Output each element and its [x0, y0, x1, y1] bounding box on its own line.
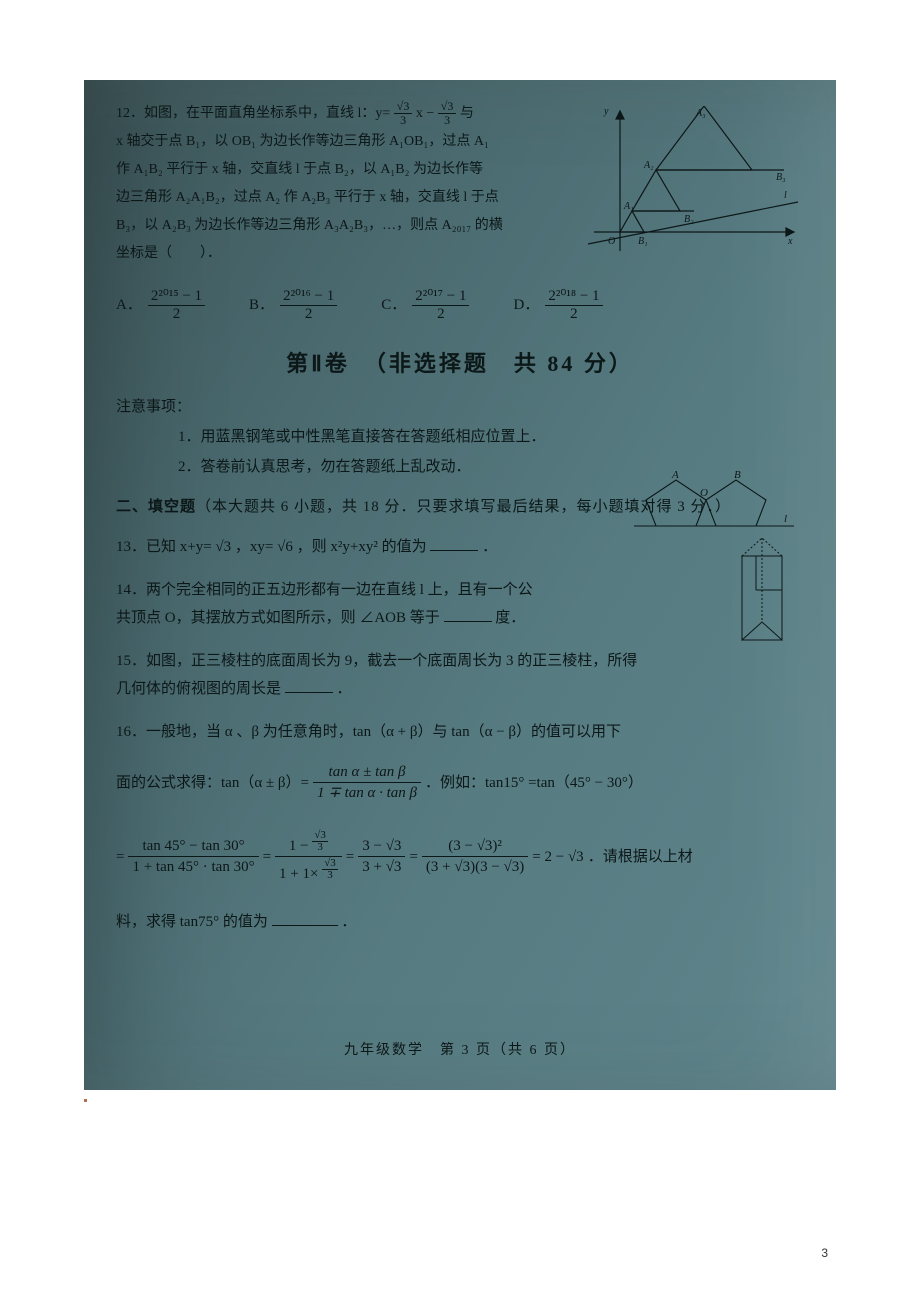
exam-footer: 九年级数学 第 3 页（共 6 页） [84, 1040, 836, 1062]
svg-text:A₁: A₁ [623, 201, 634, 212]
q16-frac4: (3 − √3)² (3 + √3)(3 − √3) [422, 836, 528, 877]
q12-text: 12．如图，在平面直角坐标系中，直线 l：y= √3 3 x − √3 3 与 … [116, 100, 536, 268]
svg-text:O: O [700, 487, 708, 499]
page-container: 12．如图，在平面直角坐标系中，直线 l：y= √3 3 x − √3 3 与 … [0, 0, 920, 1302]
question-12: 12．如图，在平面直角坐标系中，直线 l：y= √3 3 x − √3 3 与 … [116, 100, 804, 268]
q12-svg: y x O l A₁ A₂ A₃ B₁ B₂ B₃ [584, 106, 804, 256]
notice-1: 1．用蓝黑钢笔或中性黑笔直接答在答题纸相应位置上． [178, 425, 804, 449]
q12-mid: x − [416, 106, 438, 121]
option-c: C． 2²⁰¹⁷ − 1 2 [381, 288, 469, 322]
svg-text:B₂: B₂ [684, 214, 694, 225]
option-a: A． 2²⁰¹⁵ − 1 2 [116, 288, 205, 322]
notice-label: 注意事项： [116, 395, 804, 419]
q15-blank [285, 679, 333, 693]
q16-main-formula: tan α ± tan β 1 ∓ tan α · tan β [313, 762, 421, 803]
question-16-intro: 16．一般地，当 α 、β 为任意角时，tan（α + β）与 tan（α − … [116, 718, 736, 747]
svg-text:O: O [608, 236, 615, 247]
question-15: 15．如图，正三棱柱的底面周长为 9，截去一个底面周长为 3 的正三棱柱，所得 … [116, 647, 716, 704]
q13-blank [430, 537, 478, 551]
svg-text:y: y [603, 106, 609, 117]
scanned-photo-area: 12．如图，在平面直角坐标系中，直线 l：y= √3 3 x − √3 3 与 … [84, 80, 836, 1090]
content-inner: 12．如图，在平面直角坐标系中，直线 l：y= √3 3 x − √3 3 与 … [116, 100, 804, 937]
q16-formula-line: 面的公式求得：tan（α ± β）= tan α ± tan β 1 ∓ tan… [116, 762, 804, 803]
svg-text:B: B [734, 469, 741, 481]
document-page-number: 3 [821, 1246, 828, 1260]
q12-line2: x 轴交于点 B₁，以 OB₁ 为边长作等边三角形 A₁OB₁，过点 A₁ [116, 134, 489, 149]
q12-frac1: √3 3 [394, 100, 413, 127]
svg-text:B₃: B₃ [776, 172, 786, 183]
q12-line3: 作 A₁B₂ 平行于 x 轴，交直线 l 于点 B₂，以 A₁B₂ 为边长作等 [116, 162, 483, 177]
q12-diagram: y x O l A₁ A₂ A₃ B₁ B₂ B₃ [584, 106, 804, 256]
q16-derivation: = tan 45° − tan 30° 1 + tan 45° · tan 30… [116, 829, 804, 884]
q16-final: 料，求得 tan75° 的值为 ． [116, 908, 804, 937]
q12-options: A． 2²⁰¹⁵ − 1 2 B． 2²⁰¹⁶ − 1 2 C． [116, 288, 804, 322]
q12-line5: B₃，以 A₂B₃ 为边长作等边三角形 A₃A₂B₃，…，则点 A₂₀₁₇ 的横 [116, 218, 503, 233]
svg-text:A₂: A₂ [643, 160, 654, 171]
q12-line4: 边三角形 A₂A₁B₂，过点 A₂ 作 A₂B₃ 平行于 x 轴，交直线 l 于… [116, 190, 499, 205]
q16-frac1: tan 45° − tan 30° 1 + tan 45° · tan 30° [128, 836, 258, 877]
svg-text:l: l [784, 513, 787, 525]
svg-text:l: l [784, 190, 787, 201]
q12-frac2: √3 3 [438, 100, 457, 127]
option-b: B． 2²⁰¹⁶ − 1 2 [249, 288, 337, 322]
q12-tail: 与 [460, 106, 474, 121]
svg-text:A₃: A₃ [695, 108, 706, 119]
q15-svg [732, 536, 804, 656]
q12-pre: 12．如图，在平面直角坐标系中，直线 l：y= [116, 106, 390, 121]
q16-frac3: 3 − √3 3 + √3 [358, 836, 405, 877]
svg-text:B₁: B₁ [638, 236, 648, 247]
tiny-mark [84, 1099, 87, 1102]
section-2-title: 第Ⅱ卷 （非选择题 共 84 分） [116, 346, 804, 381]
option-d: D． 2²⁰¹⁸ − 1 2 [513, 288, 602, 322]
svg-text:A: A [671, 469, 679, 481]
q16-blank [272, 912, 338, 926]
q14-svg: A O B l [634, 468, 794, 538]
q16-frac2: 1 − √3 3 1 + 1× √3 3 [275, 829, 342, 884]
q14-blank [444, 608, 492, 622]
svg-text:x: x [787, 236, 793, 247]
q14-diagram: A O B l [634, 468, 794, 546]
question-14: 14．两个完全相同的正五边形都有一边在直线 l 上，且有一个公 共顶点 O，其摆… [116, 576, 616, 633]
q15-diagram [732, 536, 804, 664]
q12-line6: 坐标是（ ）． [116, 246, 221, 261]
